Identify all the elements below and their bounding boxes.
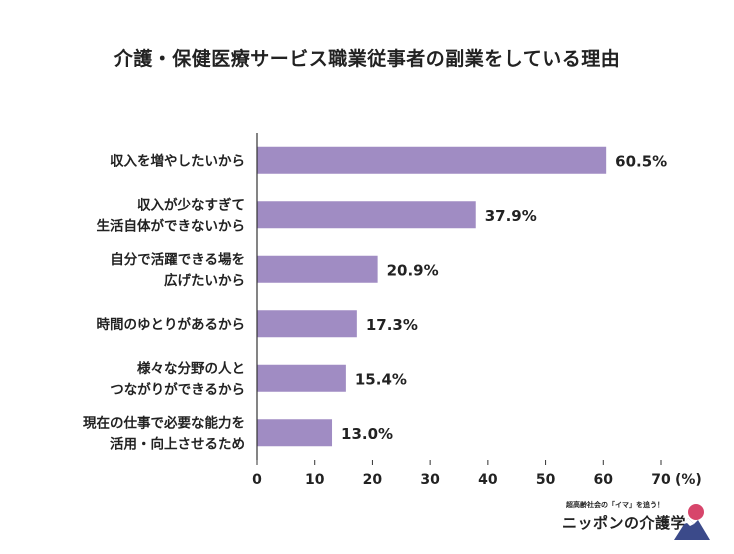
x-tick-label: 50 [536,472,556,488]
mount-fuji-icon [674,504,710,540]
x-tick-label: 0 [252,472,262,488]
value-label: 20.9% [387,261,439,279]
brand-name: ニッポンの介護学 [562,514,687,532]
bar [257,255,378,283]
x-tick-label: 60 [594,472,614,488]
x-axis-group: 0 10 20 30 40 50 60 70 (%) [252,460,702,488]
category-label: 広げたいから [164,272,245,289]
x-tick-label: 10 [305,472,325,488]
value-labels-group: 60.5% 37.9% 20.9% 17.3% 15.4% 13.0% [341,152,667,443]
value-label: 15.4% [355,370,407,388]
category-label: 収入を増やしたいから [110,152,245,169]
value-label: 13.0% [341,425,393,443]
bar [257,419,333,447]
brand-tagline: 超高齢社会の「イマ」を追う！ [566,501,664,509]
category-labels-group: 収入を増やしたいから収入が少なすぎて生活自体ができないから自分で活躍できる場を広… [83,152,245,452]
bar [257,364,346,392]
brand-logo: 超高齢社会の「イマ」を追う！ ニッポンの介護学 [560,500,720,544]
category-label: 様々な分野の人と [137,360,245,377]
chart-title: 介護・保健医療サービス職業従事者の副業をしている理由 [113,48,621,70]
value-label: 60.5% [615,152,667,170]
category-label: 自分で活躍できる場を [110,251,245,268]
category-label: 現在の仕事で必要な能力を [83,414,245,431]
value-label: 17.3% [366,316,418,334]
category-label: つながりができるから [110,381,245,398]
x-tick-label: 40 [478,472,498,488]
x-axis-unit-label: (%) [675,472,702,488]
bars-group [257,146,607,447]
bar [257,146,607,174]
bar [257,310,357,338]
value-label: 37.9% [485,207,537,225]
category-label: 時間のゆとりがあるから [97,316,246,333]
x-tick-label: 20 [363,472,383,488]
category-label: 生活自体ができないから [97,217,246,234]
category-label: 収入が少なすぎて [137,196,245,213]
bar [257,201,476,229]
x-tick-label: 30 [420,472,440,488]
category-label: 活用・向上させるため [110,435,245,452]
x-tick-label: 70 [651,472,671,488]
